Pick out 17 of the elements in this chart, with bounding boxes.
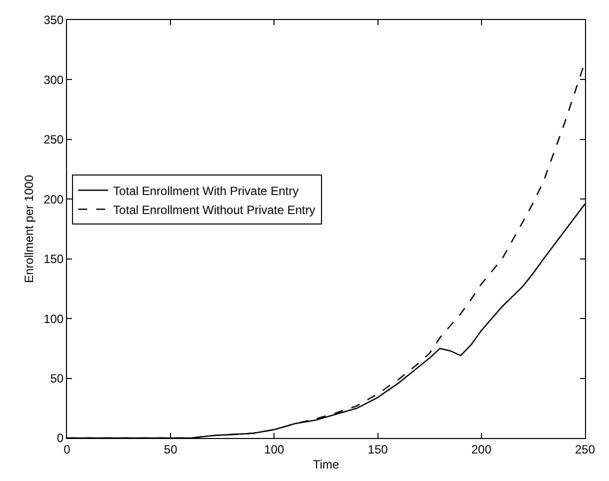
x-tick-label: 50: [164, 442, 178, 456]
y-tick-label: 0: [56, 431, 64, 446]
y-tick-label: 350: [44, 13, 64, 28]
legend-label: Total Enrollment With Private Entry: [113, 184, 299, 198]
x-axis-title: Time: [312, 457, 340, 472]
y-tick-label: 100: [44, 312, 64, 326]
legend-label: Total Enrollment Without Private Entry: [113, 202, 316, 217]
y-tick-label: 50: [50, 371, 64, 386]
y-tick-label: 150: [44, 252, 64, 266]
x-tick-label: 200: [471, 442, 492, 456]
x-tick-label: 100: [264, 442, 285, 456]
y-tick-label: 200: [44, 192, 64, 206]
x-tick-label: 150: [368, 442, 388, 456]
y-tick-label: 250: [44, 132, 64, 147]
y-tick-label: 300: [44, 72, 64, 87]
y-axis-title: Enrollment per 1000: [22, 174, 36, 284]
x-tick-label: 250: [574, 442, 596, 456]
